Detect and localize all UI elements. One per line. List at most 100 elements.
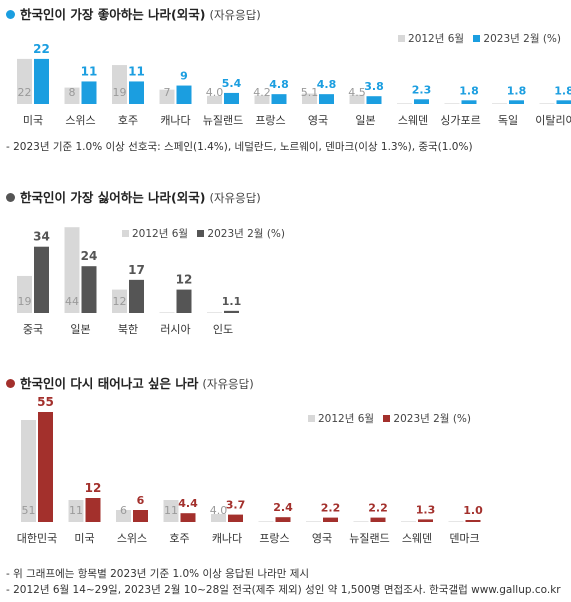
bar-2012 [211, 514, 226, 522]
note-scope: - 위 그래프에는 항목별 2023년 기준 1.0% 이상 응답된 나라만 제… [6, 568, 310, 580]
bar-2012-empty [306, 521, 321, 522]
data-label-2012: 8 [69, 86, 76, 99]
bar-2023 [323, 517, 338, 522]
bar-2012 [68, 500, 84, 522]
category-label: 호주 [169, 532, 189, 545]
data-label-2023: 6 [137, 494, 145, 507]
bar-2012 [254, 95, 270, 104]
data-label-2012: 12 [113, 295, 127, 308]
bar-2023 [34, 246, 49, 313]
category-label: 뉴질랜드 [203, 114, 243, 127]
category-label: 싱가포르 [440, 114, 480, 127]
bar-2012 [112, 289, 127, 313]
section-dot-icon [6, 193, 15, 202]
bar-2023 [414, 99, 429, 104]
bar-2023 [133, 510, 148, 522]
bar-2023 [319, 94, 334, 104]
data-label-2012: 4.0 [206, 86, 224, 99]
data-label-2012: 19 [18, 295, 32, 308]
data-label-2023: 55 [37, 395, 54, 409]
category-label: 이탈리아 [535, 114, 571, 127]
data-label-2023: 11 [81, 64, 98, 78]
data-label-2023: 1.1 [222, 295, 242, 308]
legend-swatch-2023 [473, 35, 481, 42]
data-label-2023: 2.3 [412, 83, 432, 96]
category-label: 스웨덴 [402, 532, 432, 545]
data-label-2023: 2.2 [321, 502, 341, 515]
data-label-2012: 51 [22, 504, 36, 517]
category-label: 미국 [23, 114, 43, 127]
data-label-2023: 1.8 [507, 84, 527, 97]
bar-2023 [38, 412, 53, 522]
bar-2023 [465, 520, 481, 522]
bar-2023 [224, 92, 239, 104]
category-label: 인도 [213, 323, 233, 336]
bar-2012 [116, 510, 131, 522]
bar-2023 [509, 100, 524, 104]
data-label-2023: 12 [85, 481, 102, 495]
data-label-2023: 5.4 [222, 77, 242, 90]
section-dot-icon [6, 379, 15, 388]
data-label-2023: 1.8 [459, 84, 479, 97]
category-label: 스위스 [65, 114, 95, 127]
chart-section-favorite: 한국인이 가장 좋아하는 나라(외국) (자유응답) 2012년 6월 2023… [0, 0, 571, 165]
bar-2023 [228, 514, 243, 522]
bar-2012-empty [492, 103, 507, 104]
category-label: 미국 [74, 532, 94, 545]
data-label-2023: 3.7 [226, 499, 246, 512]
legend-swatch-2023 [197, 230, 205, 237]
bar-2012-empty [258, 521, 274, 522]
bar-2012 [64, 87, 80, 104]
bar-2023 [370, 517, 386, 522]
data-label-2012: 4.5 [348, 86, 366, 99]
legend-rebirth: 2012년 6월 2023년 2월 (%) [302, 411, 471, 426]
bar-2023 [81, 81, 97, 104]
bar-2012 [207, 95, 222, 104]
bar-2012-empty [401, 521, 416, 522]
category-label: 대한민국 [17, 532, 57, 545]
data-label-2012: 5.1 [301, 86, 319, 99]
data-label-2023: 1.3 [416, 503, 436, 516]
data-label-2023: 1.0 [463, 504, 483, 517]
chart-favorite: 2222미국811스위스1911호주79캐나다4.05.4뉴질랜드4.24.8프… [17, 42, 571, 127]
bar-2023 [271, 94, 287, 104]
category-label: 독일 [498, 113, 518, 127]
bar-2012 [163, 500, 179, 522]
bar-2023 [224, 310, 239, 313]
note-favorite: - 2023년 기준 1.0% 이상 선호국: 스페인(1.4%), 네덜란드,… [6, 141, 473, 153]
bar-2012-empty [397, 103, 412, 104]
bar-2012 [64, 227, 80, 313]
data-label-2012: 44 [65, 295, 79, 308]
data-label-2023: 17 [128, 263, 145, 277]
data-label-2012: 7 [164, 86, 171, 99]
legend-swatch-2012 [398, 35, 406, 42]
bar-2023 [176, 289, 192, 313]
category-label: 호주 [118, 114, 138, 127]
bar-2023 [176, 85, 192, 104]
bar-2023 [556, 100, 571, 104]
category-label: 북한 [118, 323, 138, 336]
bar-2012-empty [448, 521, 464, 522]
category-label: 중국 [23, 323, 43, 336]
section-title-rebirth: 한국인이 다시 태어나고 싶은 나라 (자유응답) [6, 373, 254, 392]
section-title-favorite: 한국인이 가장 좋아하는 나라(외국) (자유응답) [6, 4, 261, 23]
data-label-2012: 4.2 [253, 86, 271, 99]
data-label-2023: 4.8 [317, 78, 337, 91]
bar-2012 [21, 420, 36, 522]
data-label-2023: 12 [176, 273, 193, 287]
data-label-2023: 4.8 [269, 78, 289, 91]
bar-2012 [17, 275, 32, 313]
section-dot-icon [6, 10, 15, 19]
bar-2023 [129, 279, 144, 313]
data-label-2023: 24 [81, 249, 98, 263]
legend-favorite: 2012년 6월 2023년 2월 (%) [392, 31, 561, 46]
category-label: 뉴질랜드 [349, 532, 389, 545]
legend-swatch-2023 [383, 415, 391, 422]
bar-2023 [461, 100, 477, 104]
data-label-2012: 4.0 [210, 504, 228, 517]
bar-2012 [159, 89, 175, 104]
category-label: 캐나다 [160, 114, 190, 127]
data-label-2012: 11 [69, 504, 83, 517]
bar-2012-empty [207, 312, 222, 313]
data-label-2012: 6 [120, 504, 127, 517]
